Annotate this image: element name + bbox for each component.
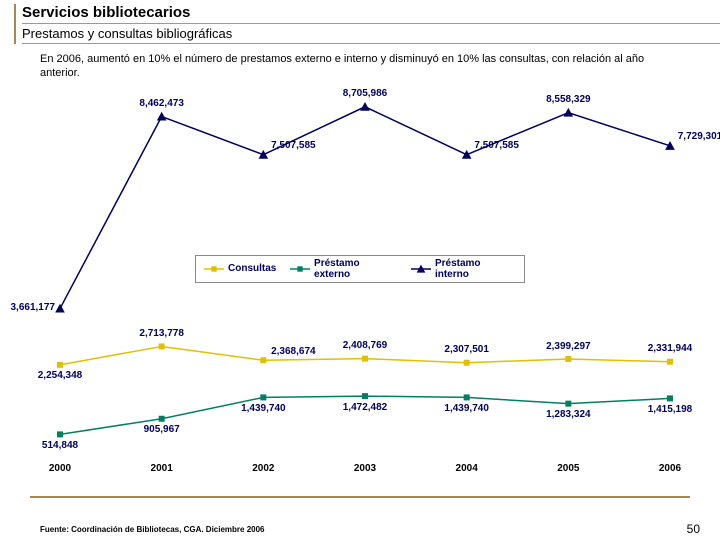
data-label: 8,558,329 <box>546 94 591 105</box>
data-label: 514,848 <box>42 440 78 451</box>
data-label: 2,307,501 <box>444 344 489 355</box>
data-label: 7,729,301 <box>678 131 720 142</box>
x-axis-label: 2000 <box>49 463 71 474</box>
chart-legend: Consultas Préstamo externo Préstamo intern… <box>195 255 525 283</box>
data-label: 2,368,674 <box>271 346 316 357</box>
data-label: 8,705,986 <box>343 88 388 99</box>
page-number: 50 <box>687 522 700 536</box>
data-label: 2,331,944 <box>648 343 693 354</box>
data-label: 1,415,198 <box>648 404 693 415</box>
x-axis-label: 2004 <box>456 463 478 474</box>
data-label: 2,399,297 <box>546 341 591 352</box>
x-axis-label: 2003 <box>354 463 376 474</box>
page-subtitle: Prestamos y consultas bibliográficas <box>22 26 720 44</box>
x-axis-label: 2001 <box>151 463 173 474</box>
legend-item: Préstamo interno <box>411 258 516 280</box>
data-label: 1,283,324 <box>546 409 591 420</box>
data-label: 7,507,585 <box>474 140 519 151</box>
x-axis-label: 2005 <box>557 463 579 474</box>
data-label: 3,661,177 <box>11 302 56 313</box>
line-chart: 2,254,348 2,713,778 2,368,674 2,408,769 2,30… <box>30 85 690 485</box>
page-title: Servicios bibliotecarios <box>22 4 720 24</box>
data-label: 7,507,585 <box>271 140 316 151</box>
description-text: En 2006, aumentó en 10% el número de pre… <box>40 52 680 81</box>
data-label: 2,408,769 <box>343 340 388 351</box>
legend-label: Consultas <box>228 263 276 274</box>
header-block: Servicios bibliotecarios Prestamos y con… <box>14 4 720 44</box>
legend-label: Préstamo externo <box>314 258 397 280</box>
data-label: 1,472,482 <box>343 402 388 413</box>
data-label: 1,439,740 <box>241 403 286 414</box>
data-label: 1,439,740 <box>444 403 489 414</box>
data-label: 8,462,473 <box>139 98 184 109</box>
legend-label: Préstamo interno <box>435 258 516 280</box>
x-axis-label: 2006 <box>659 463 681 474</box>
legend-item: Préstamo externo <box>290 258 397 280</box>
data-label: 2,254,348 <box>38 370 83 381</box>
data-label: 2,713,778 <box>139 328 184 339</box>
source-text: Fuente: Coordinación de Bibliotecas, CGA… <box>40 525 265 534</box>
x-axis-label: 2002 <box>252 463 274 474</box>
legend-item: Consultas <box>204 263 276 275</box>
data-label: 905,967 <box>144 424 180 435</box>
bottom-divider <box>30 496 690 498</box>
